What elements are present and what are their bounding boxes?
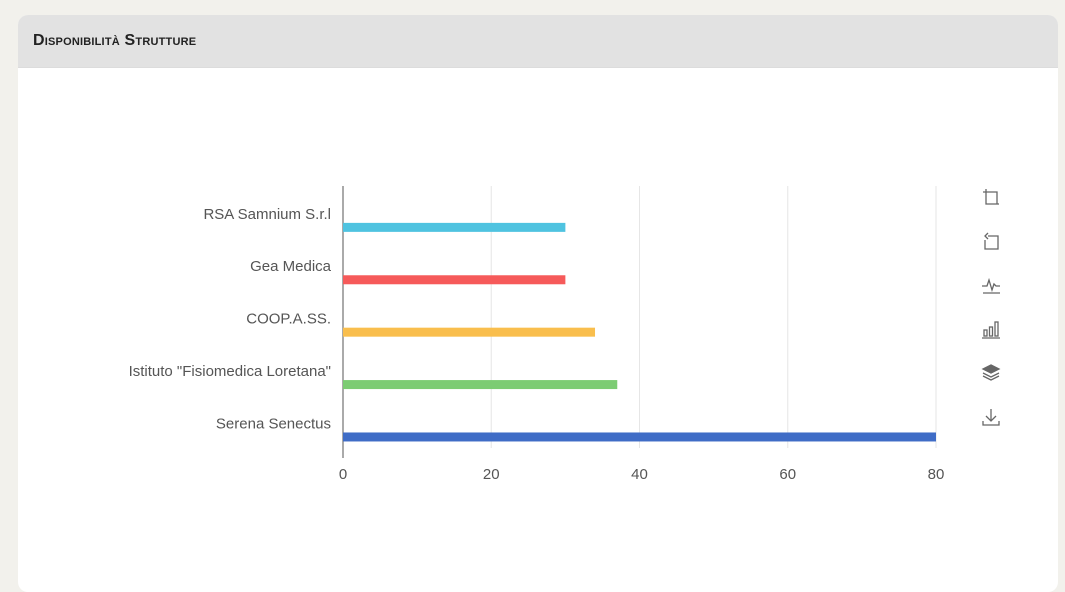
- category-label: Istituto "Fisiomedica Loretana": [129, 363, 331, 380]
- x-tick-label: 0: [339, 466, 347, 483]
- download-icon[interactable]: [980, 406, 1002, 428]
- x-tick-label: 80: [928, 466, 945, 483]
- zoom-reset-icon[interactable]: [980, 230, 1002, 252]
- category-label: RSA Samnium S.r.l: [203, 206, 331, 223]
- chart-card: Disponibilità Strutture: [18, 15, 1058, 592]
- x-tick-label: 60: [779, 466, 796, 483]
- card-header: Disponibilità Strutture: [18, 15, 1058, 68]
- crop-zoom-icon[interactable]: [980, 186, 1002, 208]
- card-title: Disponibilità Strutture: [33, 32, 197, 49]
- x-tick-label: 20: [483, 466, 500, 483]
- category-label: COOP.A.SS.: [246, 311, 331, 328]
- x-tick-label: 40: [631, 466, 648, 483]
- bar: [343, 275, 566, 285]
- bar: [343, 327, 596, 337]
- category-label: Serena Senectus: [216, 415, 331, 432]
- category-label: Gea Medica: [250, 258, 332, 275]
- chart-toolbox: [980, 186, 1006, 450]
- bar: [343, 222, 566, 232]
- stack-icon[interactable]: [980, 362, 1002, 384]
- bar: [343, 432, 936, 442]
- line-chart-icon[interactable]: [980, 274, 1002, 296]
- bar-chart-icon[interactable]: [980, 318, 1002, 340]
- bar: [343, 380, 618, 390]
